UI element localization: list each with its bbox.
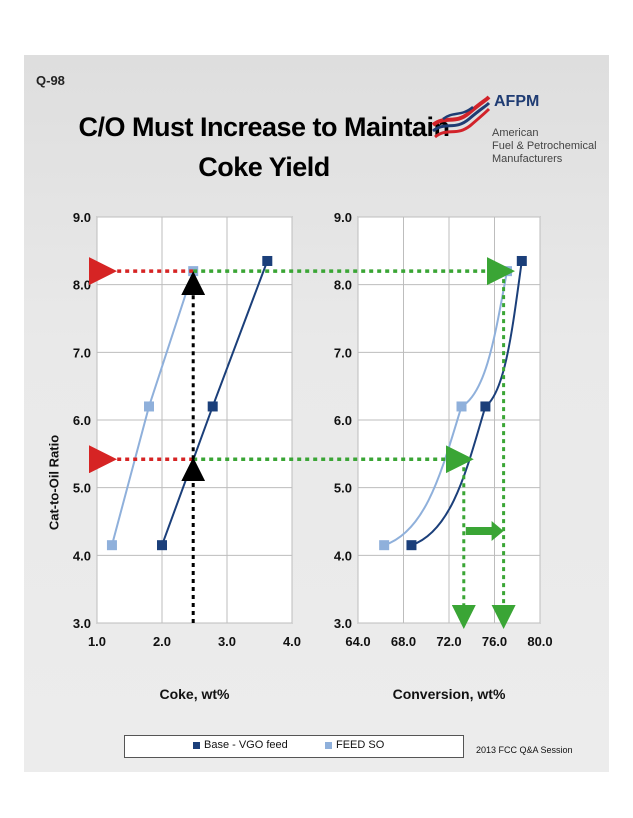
data-point: [157, 540, 167, 551]
y-tick-label: 4.0: [73, 548, 91, 563]
data-point: [406, 540, 417, 551]
x-tick-label: 3.0: [218, 634, 236, 649]
logo-subtitle: American Fuel & Petrochemical Manufactur…: [492, 127, 602, 166]
x-tick-label: 4.0: [283, 634, 301, 649]
y-tick-label: 4.0: [334, 548, 352, 563]
y-tick-label: 6.0: [73, 413, 91, 428]
logo-subtitle-line-1: American: [492, 127, 539, 139]
data-point: [516, 255, 527, 266]
y-tick-label: 7.0: [73, 345, 91, 360]
logo-name: AFPM: [494, 93, 540, 110]
y-tick-label: 9.0: [73, 210, 91, 225]
conversion-plot: 64.0 68.0 72.0 76.0 80.0 3.0 4.0 5.0 6.0 7.0 8.0 9.…: [334, 210, 553, 702]
annotation-arrows: [89, 257, 516, 629]
legend-label-feed: FEED SO: [336, 739, 385, 751]
y-tick-label: 6.0: [334, 413, 352, 428]
data-point: [144, 401, 154, 412]
legend: Base - VGO feed FEED SO: [124, 735, 464, 758]
charts-svg: 1.0 2.0 3.0 4.0 3.0 4.0 5.0 6.0 7.0 8.0 9.0 Coke, w…: [73, 210, 553, 702]
data-point: [456, 401, 467, 412]
green-shift-arrow-head: [491, 520, 504, 541]
afpm-flag-logo-icon: [431, 95, 491, 139]
y-tick-label: 3.0: [334, 616, 352, 631]
y-tick-label: 8.0: [334, 278, 352, 293]
question-number: Q-98: [36, 73, 65, 88]
legend-swatch-feed: [325, 741, 332, 749]
title-line-1: C/O Must Increase to Maintain: [78, 112, 450, 142]
legend-swatch-base: [193, 741, 200, 749]
logo-subtitle-line-3: Manufacturers: [492, 153, 563, 165]
x-tick-label: 72.0: [436, 634, 461, 649]
title-line-2: Coke Yield: [198, 152, 330, 182]
data-point: [106, 540, 117, 551]
y-tick-label: 8.0: [73, 278, 91, 293]
coke-plot: 1.0 2.0 3.0 4.0 3.0 4.0 5.0 6.0 7.0 8.0 9.0 Coke, w…: [73, 210, 301, 702]
slide: Q-98 C/O Must Increase to Maintain Coke …: [24, 55, 609, 772]
legend-item-base: Base - VGO feed: [193, 739, 288, 751]
x-tick-label: 80.0: [527, 634, 552, 649]
legend-item-feed: FEED SO: [325, 739, 384, 751]
y-tick-label: 9.0: [334, 210, 352, 225]
x-tick-label: 64.0: [345, 634, 370, 649]
footer-session: 2013 FCC Q&A Session: [476, 745, 573, 755]
x-tick-label: 68.0: [391, 634, 416, 649]
x-tick-label: 76.0: [482, 634, 507, 649]
logo-subtitle-line-2: Fuel & Petrochemical: [492, 140, 597, 152]
data-point: [262, 255, 273, 266]
y-tick-label: 5.0: [334, 481, 352, 496]
data-point: [480, 401, 491, 412]
x-axis-label: Conversion, wt%: [393, 686, 506, 702]
x-axis-label: Coke, wt%: [159, 686, 230, 702]
y-tick-label: 3.0: [73, 616, 91, 631]
x-tick-label: 2.0: [153, 634, 171, 649]
y-tick-label: 5.0: [73, 481, 91, 496]
x-tick-label: 1.0: [88, 634, 106, 649]
data-point: [379, 540, 390, 551]
legend-label-base: Base - VGO feed: [204, 739, 288, 751]
data-point: [207, 401, 218, 412]
slide-title: C/O Must Increase to Maintain Coke Yield: [44, 107, 484, 187]
y-tick-label: 7.0: [334, 345, 352, 360]
